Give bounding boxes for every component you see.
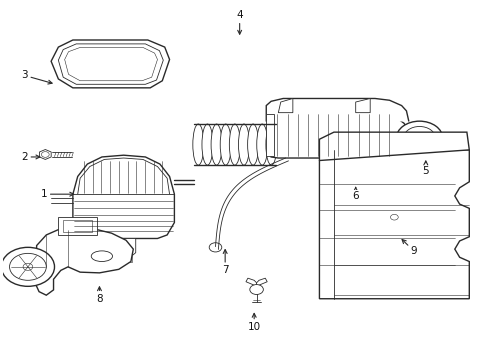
Ellipse shape [256, 124, 267, 165]
Text: 10: 10 [247, 314, 260, 332]
Ellipse shape [192, 124, 203, 165]
Text: 1: 1 [41, 189, 74, 199]
Ellipse shape [265, 124, 276, 165]
Text: 5: 5 [422, 161, 428, 176]
Polygon shape [256, 278, 266, 286]
Polygon shape [355, 99, 369, 113]
Polygon shape [270, 113, 408, 158]
Text: 4: 4 [236, 10, 243, 34]
Polygon shape [352, 176, 363, 189]
Circle shape [395, 121, 442, 155]
Circle shape [41, 152, 49, 157]
Polygon shape [278, 99, 292, 113]
Ellipse shape [238, 124, 249, 165]
Polygon shape [111, 238, 136, 259]
Circle shape [417, 146, 453, 173]
Circle shape [10, 253, 46, 280]
Polygon shape [351, 172, 363, 176]
Polygon shape [58, 217, 97, 235]
Text: 7: 7 [222, 249, 228, 275]
Text: 8: 8 [96, 287, 102, 304]
Polygon shape [63, 220, 92, 233]
Polygon shape [265, 99, 408, 122]
Circle shape [1, 247, 54, 286]
Circle shape [209, 243, 222, 252]
Ellipse shape [229, 124, 240, 165]
Polygon shape [245, 278, 256, 286]
Polygon shape [58, 44, 163, 84]
Polygon shape [265, 114, 273, 156]
Polygon shape [115, 253, 132, 261]
Ellipse shape [211, 124, 222, 165]
Ellipse shape [91, 251, 112, 261]
Ellipse shape [220, 124, 231, 165]
Circle shape [423, 150, 447, 168]
Circle shape [249, 284, 263, 294]
Text: 9: 9 [401, 239, 416, 256]
Polygon shape [64, 48, 157, 81]
Ellipse shape [247, 124, 258, 165]
Polygon shape [78, 158, 169, 194]
Polygon shape [319, 132, 468, 161]
Circle shape [403, 126, 435, 150]
Text: 2: 2 [21, 152, 40, 162]
Ellipse shape [202, 124, 212, 165]
Circle shape [23, 263, 33, 270]
Circle shape [390, 215, 397, 220]
Polygon shape [73, 155, 174, 238]
Polygon shape [51, 40, 169, 88]
Bar [437, 144, 444, 148]
Polygon shape [34, 230, 133, 295]
Polygon shape [40, 149, 51, 159]
Polygon shape [319, 150, 468, 299]
Text: 3: 3 [21, 71, 52, 84]
Text: 6: 6 [352, 187, 358, 201]
